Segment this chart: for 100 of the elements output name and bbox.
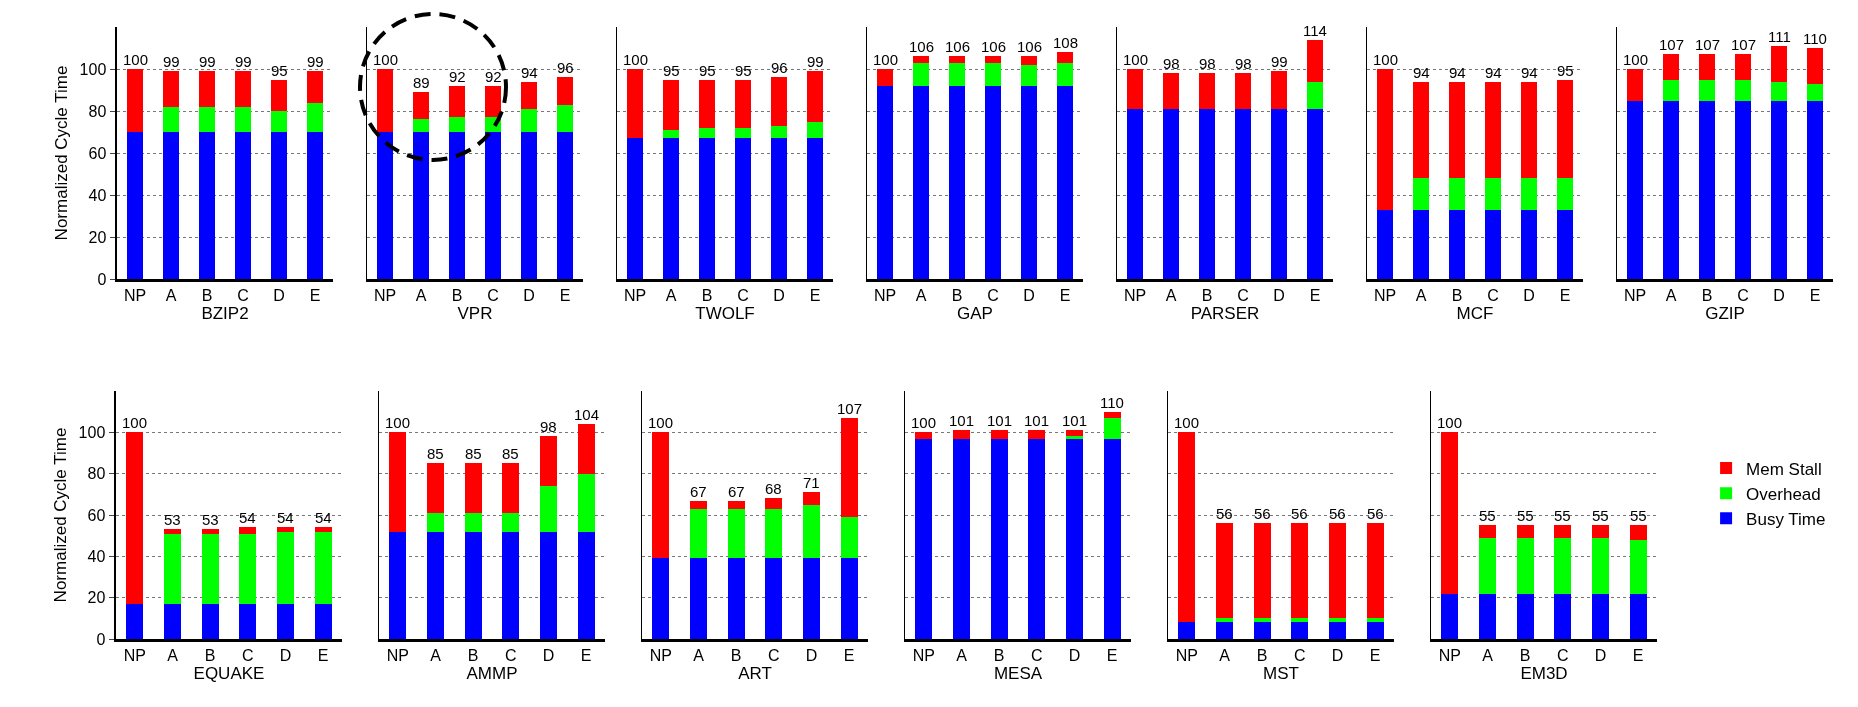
x-tick-label: D — [1773, 286, 1785, 304]
x-tick-label: NP — [649, 646, 673, 664]
total-label: 101 — [987, 412, 1013, 429]
total-label: 56 — [1367, 505, 1384, 522]
bar — [734, 127, 752, 139]
total-label: 56 — [1254, 505, 1271, 522]
x-tick-label: E — [559, 286, 571, 304]
bar — [1066, 430, 1084, 437]
bar — [520, 132, 538, 279]
total-label: 100 — [122, 414, 148, 431]
bar — [1520, 81, 1538, 179]
total-label: 95 — [735, 62, 752, 79]
bar — [427, 531, 445, 639]
total-label: 101 — [949, 412, 975, 429]
bar — [1770, 100, 1788, 279]
total-label: 100 — [385, 414, 411, 431]
x-tick-label: B — [451, 286, 463, 304]
total-label: 104 — [574, 406, 600, 423]
total-label: 71 — [803, 474, 820, 491]
total-label: 110 — [1803, 30, 1827, 47]
y-tick-label: 80 — [87, 465, 106, 483]
bar — [1734, 79, 1752, 101]
bar — [448, 85, 466, 118]
x-tick-label: B — [1257, 646, 1268, 664]
legend-label: Mem Stall — [1746, 459, 1822, 479]
bar — [412, 132, 430, 279]
bar — [306, 71, 324, 103]
total-label: 106 — [945, 38, 971, 55]
bar — [1126, 69, 1144, 109]
bar — [376, 132, 394, 279]
bar — [990, 438, 1008, 639]
x-tick-label: NP — [1123, 286, 1147, 304]
x-tick-label: E — [1559, 286, 1571, 304]
total-label: 101 — [1024, 412, 1050, 429]
bar — [1162, 73, 1180, 109]
bar — [1291, 618, 1309, 623]
total-label: 100 — [1174, 414, 1200, 431]
x-tick-label: C — [1294, 646, 1306, 664]
total-label: 99 — [807, 53, 824, 70]
bar — [198, 106, 216, 132]
x-tick-label: D — [542, 646, 555, 664]
y-tick-label: 100 — [78, 423, 106, 441]
bar — [556, 77, 574, 105]
total-label: 108 — [1053, 34, 1079, 51]
bar — [126, 603, 144, 639]
x-tick-label: C — [768, 646, 780, 664]
bar — [556, 104, 574, 132]
bar — [734, 79, 752, 128]
x-tick-label: A — [430, 646, 442, 664]
x-tick-label: E — [581, 646, 592, 664]
bar — [164, 603, 181, 639]
x-tick-label: C — [737, 286, 749, 304]
total-label: 96 — [557, 59, 574, 76]
bar — [1479, 593, 1497, 639]
bar — [948, 62, 966, 86]
total-label: 95 — [699, 62, 716, 79]
bar — [162, 71, 180, 107]
total-label: 100 — [648, 414, 674, 431]
x-axis-title: AMMP — [466, 663, 518, 683]
x-axis-title: ART — [738, 663, 773, 683]
bar — [239, 527, 257, 534]
bar — [690, 508, 708, 559]
bar — [314, 527, 332, 532]
bar — [126, 69, 144, 132]
bar — [520, 108, 538, 132]
bar — [1484, 178, 1502, 210]
total-label: 56 — [1216, 505, 1233, 522]
total-label: 54 — [315, 509, 332, 526]
x-axis-title: MCF — [1456, 303, 1494, 323]
x-tick-label: NP — [373, 286, 397, 304]
x-tick-label: A — [1165, 286, 1177, 304]
x-tick-label: A — [1219, 646, 1231, 664]
total-label: 55 — [1630, 507, 1647, 524]
bar — [1066, 438, 1084, 639]
bar — [1216, 622, 1234, 639]
bar — [912, 85, 930, 279]
bar — [734, 138, 752, 279]
x-tick-label: C — [1031, 646, 1043, 664]
x-tick-label: D — [523, 286, 535, 304]
bar — [162, 132, 180, 279]
y-tick-label: 40 — [88, 186, 107, 204]
x-tick-label: C — [242, 646, 254, 664]
bar — [502, 463, 520, 513]
bar — [1103, 417, 1121, 439]
x-tick-label: A — [165, 286, 177, 304]
bar — [1198, 73, 1216, 109]
total-label: 55 — [1517, 507, 1534, 524]
y-tick-label: 100 — [79, 60, 107, 78]
bar — [1020, 64, 1038, 86]
bar — [1366, 523, 1384, 619]
x-tick-label: B — [994, 646, 1005, 664]
bar — [1734, 54, 1752, 80]
total-label: 55 — [1592, 507, 1609, 524]
total-label: 107 — [1695, 36, 1721, 53]
x-tick-label: A — [693, 646, 705, 664]
bar — [876, 85, 894, 279]
total-label: 100 — [1123, 51, 1149, 68]
bar — [277, 603, 294, 639]
bar — [1291, 622, 1309, 639]
bar — [1516, 525, 1534, 538]
